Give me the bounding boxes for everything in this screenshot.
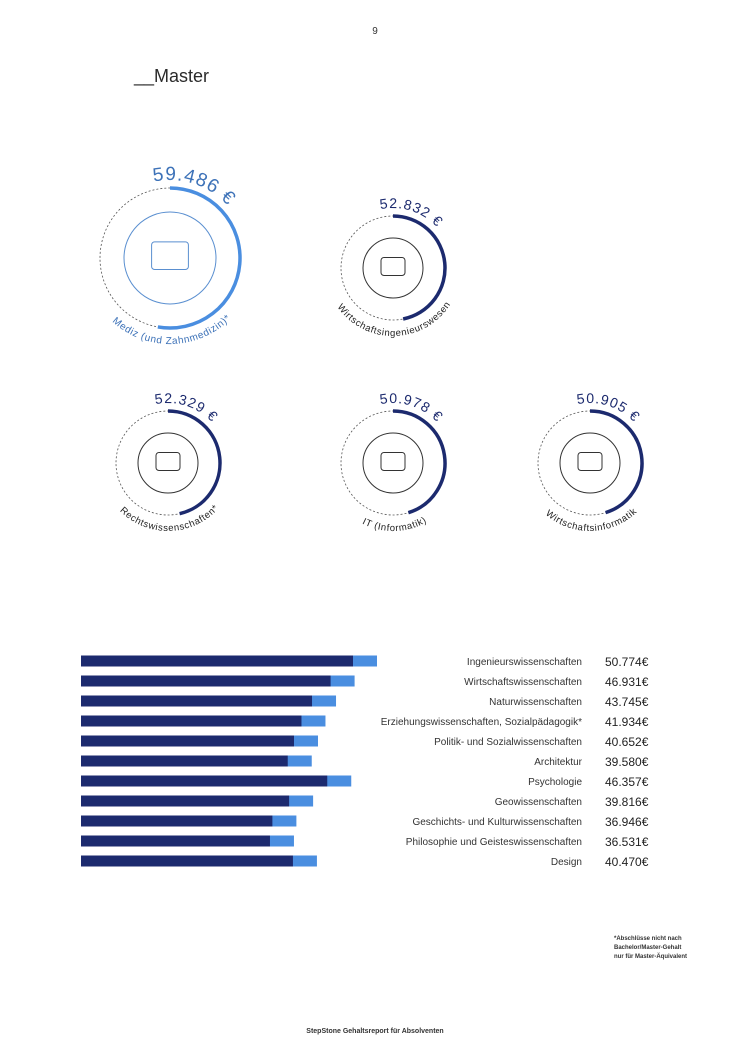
- bar-dark: [81, 675, 331, 687]
- gauge-arc: [392, 214, 447, 321]
- row-label: Erziehungswissenschaften, Sozialpädagogi…: [381, 717, 582, 728]
- row-label: Ingenieurswissenschaften: [467, 657, 582, 668]
- gauge-arc: [589, 409, 644, 515]
- gauge-inner: [137, 432, 199, 494]
- row-value: 39.816€: [605, 795, 649, 809]
- row-value: 36.946€: [605, 815, 649, 829]
- gauge-inner: [362, 432, 424, 494]
- bar-dark: [81, 755, 288, 767]
- row-value: 43.745€: [605, 695, 649, 709]
- icon: [380, 257, 406, 276]
- row-label: Naturwissenschaften: [489, 697, 582, 708]
- page-number: 9: [372, 26, 378, 37]
- gauge-arc: [392, 409, 447, 515]
- row-label: Design: [551, 857, 582, 868]
- icon: [155, 452, 181, 471]
- row-label: Geschichts- und Kulturwissenschaften: [412, 817, 582, 828]
- bar-dark: [81, 735, 294, 747]
- row-value: 40.652€: [605, 735, 649, 749]
- gauge-inner: [123, 211, 217, 305]
- bar-dark: [81, 815, 273, 827]
- heading: __Master: [133, 66, 209, 87]
- bar-dark: [81, 795, 290, 807]
- gauge-arc: [167, 409, 222, 516]
- row-value: 40.470€: [605, 855, 649, 869]
- footnote-line: Bachelor/Master-Gehalt: [614, 945, 681, 951]
- gauge-inner: [362, 237, 424, 299]
- footnote-line: nur für Master-Äquivalent: [614, 953, 687, 960]
- row-value: 39.580€: [605, 755, 649, 769]
- bar-dark: [81, 855, 293, 867]
- icon: [151, 241, 189, 270]
- row-value: 36.531€: [605, 835, 649, 849]
- footnote: *Abschlüsse nicht nach Bachelor/Master-G…: [614, 936, 687, 960]
- footnote-line: *Abschlüsse nicht nach: [614, 936, 682, 942]
- bar-dark: [81, 655, 353, 667]
- bar-dark: [81, 715, 302, 727]
- bar-dark: [81, 835, 270, 847]
- icon: [380, 452, 406, 471]
- footer: StepStone Gehaltsreport für Absolventen: [306, 1028, 443, 1035]
- icon: [577, 452, 603, 471]
- row-label: Politik- und Sozialwissenschaften: [434, 737, 582, 748]
- row-value: 46.357€: [605, 775, 649, 789]
- gauge-inner: [559, 432, 621, 494]
- row-value: 46.931€: [605, 675, 649, 689]
- row-value: 50.774€: [605, 655, 649, 669]
- row-label: Wirtschaftswissenschaften: [464, 677, 582, 688]
- row-label: Philosophie und Geisteswissenschaften: [406, 837, 582, 848]
- gauge-arc: [157, 186, 242, 330]
- row-label: Architektur: [534, 757, 582, 768]
- row-value: 41.934€: [605, 715, 649, 729]
- bar-dark: [81, 695, 313, 707]
- bar-list: Ingenieurswissenschaften 50.774€ Wirtschaf…: [81, 655, 649, 869]
- bar-dark: [81, 775, 328, 787]
- row-label: Psychologie: [528, 777, 582, 788]
- row-label: Geowissenschaften: [495, 797, 582, 808]
